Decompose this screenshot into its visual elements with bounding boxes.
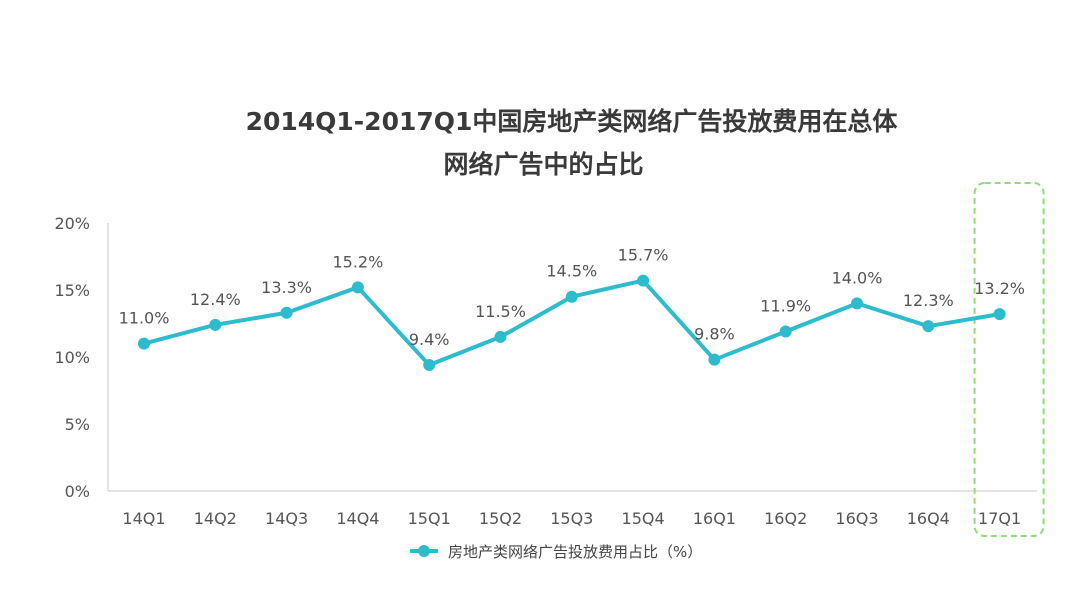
x-tick-label: 16Q2 [764,509,807,528]
highlight-group [973,182,1045,537]
y-tick-label: 15% [54,281,90,300]
x-tick-label: 14Q4 [336,509,379,528]
x-tick-label: 15Q3 [550,509,593,528]
series-group [138,274,1006,372]
legend: 房地产类网络广告投放费用占比（%） [410,543,702,561]
x-tick-label: 16Q1 [693,509,736,528]
data-point [494,330,507,343]
data-label: 12.3% [903,291,954,310]
x-tick-label: 14Q3 [265,509,308,528]
data-label: 9.8% [694,325,735,344]
data-point [993,308,1006,321]
data-point [779,325,792,338]
data-point [637,274,650,287]
data-point [851,297,863,310]
data-label: 14.5% [546,262,597,281]
data-label: 11.0% [119,309,170,328]
data-label: 12.4% [190,290,241,309]
x-tick-label: 16Q4 [907,509,950,528]
chart-title-line2: 网络广告中的占比 [443,150,644,179]
data-labels: 11.0% 12.4% 13.3% 15.2% 9.4% 11.5% 14.5% 15.7% 9… [119,246,1025,349]
data-label: 15.2% [332,252,383,271]
x-tick-label: 14Q2 [194,509,237,528]
data-label: 9.4% [409,330,450,349]
data-point [351,281,364,294]
legend-label: 房地产类网络广告投放费用占比（%） [448,543,702,561]
x-axis-ticks: 14Q1 14Q2 14Q3 14Q4 15Q1 15Q2 15Q3 15Q4 16Q1 16Q2… [122,509,1021,528]
data-label: 13.3% [261,278,312,297]
data-point [209,318,222,331]
data-point [708,353,721,366]
chart-title-line1: 2014Q1-2017Q1中国房地产类网络广告投放费用在总体 [245,107,898,136]
data-label: 14.0% [832,268,883,287]
x-tick-label: 17Q1 [978,509,1021,528]
x-tick-label: 15Q4 [622,509,665,528]
x-tick-label: 16Q3 [835,509,878,528]
data-label: 13.2% [974,279,1025,298]
data-point [280,306,293,319]
data-point [922,320,935,333]
y-tick-label: 20% [54,214,90,233]
legend-marker [418,545,430,557]
chart-axes [107,223,1037,492]
data-point [138,337,150,350]
y-tick-label: 5% [65,415,90,434]
data-label: 15.7% [618,246,669,265]
x-tick-label: 15Q2 [479,509,522,528]
x-tick-label: 15Q1 [408,509,451,528]
highlight-box [973,182,1045,537]
y-tick-label: 0% [65,482,90,501]
data-label: 11.5% [475,302,526,321]
data-label: 11.9% [760,297,811,316]
x-tick-label: 14Q1 [122,509,165,528]
data-point [423,359,436,372]
y-tick-label: 10% [54,348,90,367]
data-point [565,290,578,303]
y-axis-ticks: 0% 5% 10% 15% 20% [54,214,90,501]
